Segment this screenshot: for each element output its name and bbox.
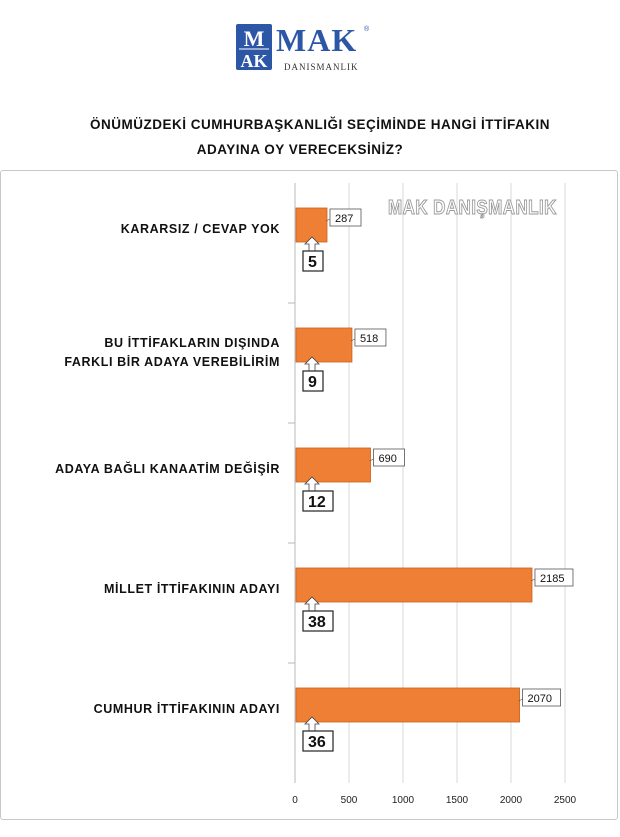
category-label-line: ADAYA BAĞLI KANAATİM DEĞİŞİR <box>55 461 280 476</box>
value-label-leader <box>369 458 374 462</box>
category-label: CUMHUR İTTİFAKININ ADAYI <box>2 700 280 719</box>
value-label-box <box>373 448 405 467</box>
value-label: 2185 <box>540 573 564 585</box>
percent-label: 5 <box>308 254 317 271</box>
value-label: 287 <box>335 213 353 225</box>
value-label-box <box>329 208 362 227</box>
logo-registered-mark: ® <box>364 26 370 33</box>
value-label-box <box>522 688 561 707</box>
up-arrow-icon <box>304 236 320 251</box>
logo-name: MAK <box>276 22 358 58</box>
chart-title-line-2: ADAYINA OY VERECEKSİNİZ? <box>196 142 404 157</box>
percent-label-box <box>302 490 334 512</box>
category-label: KARARSIZ / CEVAP YOK <box>2 220 280 239</box>
x-tick-label: 1500 <box>446 795 469 806</box>
category-label: ADAYA BAĞLI KANAATİM DEĞİŞİR <box>2 460 280 479</box>
bar <box>295 567 533 603</box>
percent-label-box <box>302 610 334 632</box>
x-tick-label: 2500 <box>554 795 577 806</box>
chart-frame <box>0 170 618 820</box>
logo-subtitle: DANISMANLIK <box>284 62 359 72</box>
percent-label-box <box>302 370 324 392</box>
value-label-leader <box>325 218 331 222</box>
value-label-leader <box>350 338 356 342</box>
svg-text:M: M <box>244 26 265 51</box>
chart-title-line-1: ÖNÜMÜZDEKİ CUMHURBAŞKANLIĞI SEÇİMİNDE HA… <box>90 117 550 132</box>
value-label: 690 <box>379 453 397 465</box>
x-tick-label: 2000 <box>500 795 523 806</box>
watermark: MAK DANIŞMANLIK <box>388 197 557 220</box>
category-label-line: KARARSIZ / CEVAP YOK <box>120 221 280 236</box>
percent-label-box <box>302 250 324 272</box>
category-label-line: MİLLET İTTİFAKININ ADAYI <box>104 581 280 596</box>
x-tick-label: 1000 <box>392 795 415 806</box>
logo-mark-icon: M AK <box>236 24 272 71</box>
x-tick-label: 500 <box>341 795 358 806</box>
value-label: 518 <box>360 333 378 345</box>
percent-label: 12 <box>308 494 326 511</box>
value-label-leader <box>518 698 523 702</box>
value-label: 2070 <box>528 693 552 705</box>
value-label-box <box>534 568 574 587</box>
bar <box>295 207 328 243</box>
mak-logo: M AK MAK ® DANISMANLIK <box>236 22 386 74</box>
percent-label: 38 <box>308 614 326 631</box>
svg-text:AK: AK <box>241 51 268 70</box>
category-label: MİLLET İTTİFAKININ ADAYI <box>2 580 280 599</box>
up-arrow-icon <box>304 596 320 611</box>
value-label-leader <box>530 578 536 582</box>
category-label-line: BU İTTİFAKLARIN DIŞINDA <box>104 336 280 350</box>
category-label-line: CUMHUR İTTİFAKININ ADAYI <box>93 701 280 716</box>
value-label-box <box>354 328 387 347</box>
bar <box>295 327 353 363</box>
up-arrow-icon <box>304 716 320 731</box>
up-arrow-icon <box>304 356 320 371</box>
category-label: BU İTTİFAKLARIN DIŞINDA FARKLI BİR ADAYA … <box>2 334 280 372</box>
percent-label: 9 <box>308 374 317 391</box>
x-tick-label: 0 <box>292 795 298 806</box>
bar <box>295 447 371 483</box>
percent-label: 36 <box>308 734 326 751</box>
category-label-line: FARKLI BİR ADAYA VEREBİLİRİM <box>64 355 280 369</box>
up-arrow-icon <box>304 476 320 491</box>
bar <box>295 687 520 723</box>
percent-label-box <box>302 730 334 752</box>
